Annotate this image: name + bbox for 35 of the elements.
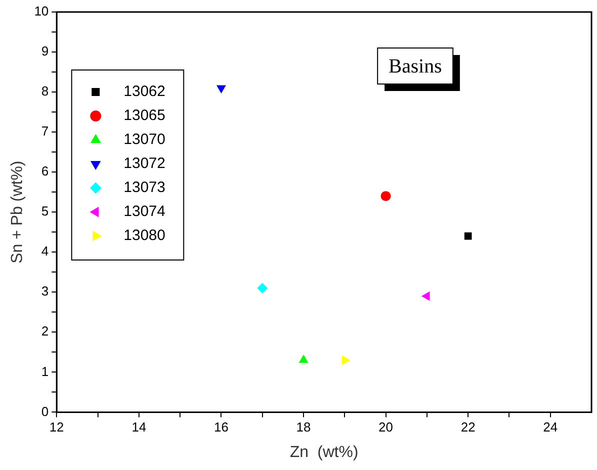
point [464,232,472,240]
y-tick-label: 9 [41,44,49,59]
y-tick-label: 10 [34,4,49,19]
y-tick-label: 0 [41,404,49,419]
legend-label: 13072 [124,155,166,172]
point [342,356,350,365]
legend-label: 13074 [124,203,166,220]
point [422,292,430,301]
legend-label: 13080 [124,227,166,244]
y-tick-label: 4 [41,244,49,259]
y-tick-label: 6 [41,164,49,179]
x-tick-label: 16 [214,420,228,435]
legend-label: 13065 [124,107,166,124]
y-tick-label: 2 [41,324,49,339]
y-tick-label: 1 [41,364,49,379]
legend-label: 13070 [124,131,166,148]
x-tick-label: 14 [132,420,146,435]
point [216,85,226,94]
x-tick-label: 18 [296,420,311,435]
x-axis-title: Zn (wt%) [290,444,358,461]
x-tick-label: 20 [378,420,394,435]
x-tick-label: 12 [49,420,64,435]
x-tick-label: 24 [543,420,558,435]
x-tick-label: 22 [460,420,476,435]
legend-label: 13062 [124,83,166,100]
point [257,283,268,294]
y-tick-label: 3 [41,284,49,299]
legend-label: 13073 [124,179,166,196]
y-tick-label: 7 [41,124,49,139]
annotation: Basins [388,55,442,78]
point [299,355,308,363]
y-axis-title: Sn + Pb (wt%) [9,160,26,264]
y-tick-label: 8 [41,84,49,99]
point [380,191,391,202]
y-tick-label: 5 [41,204,49,219]
